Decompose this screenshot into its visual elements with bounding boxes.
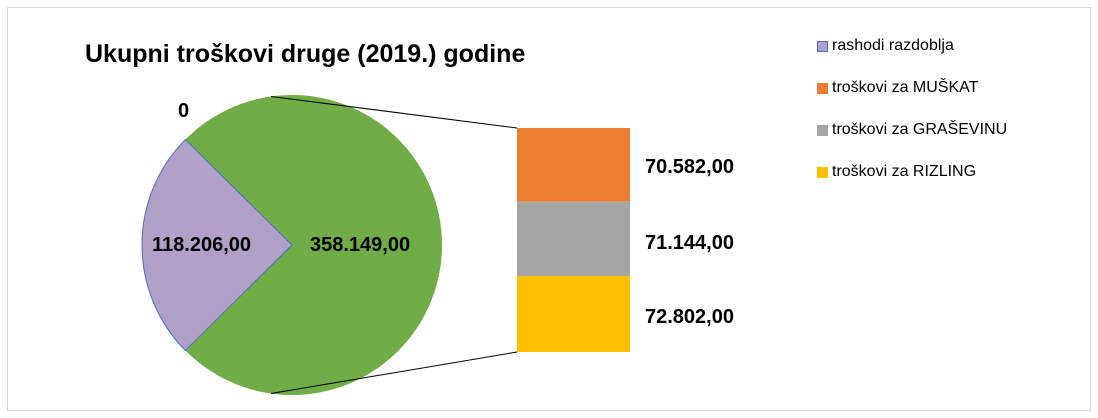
legend-item: troškovi za RIZLING <box>817 162 1007 182</box>
zero-label: 0 <box>178 100 190 122</box>
legend-item: troškovi za GRAŠEVINU <box>817 120 1007 140</box>
legend-swatch <box>817 82 828 94</box>
breakdown-segment-1 <box>517 201 630 276</box>
pie-slice-label-0: 118.206,00 <box>152 234 251 256</box>
connector-line-bottom <box>270 351 518 395</box>
legend-swatch <box>817 124 828 136</box>
legend-label: troškovi za RIZLING <box>832 163 977 180</box>
breakdown-segment-2 <box>517 275 630 352</box>
legend-swatch <box>817 166 828 178</box>
breakdown-segment-0 <box>517 128 630 202</box>
connector-line-top <box>271 95 518 129</box>
legend-item: troškovi za MUŠKAT <box>817 78 1007 98</box>
pie-slice-label-1: 358.149,00 <box>310 234 411 256</box>
legend-label: rashodi razdoblja <box>832 37 954 54</box>
legend-swatch <box>817 40 828 52</box>
chart-title: Ukupni troškovi druge (2019.) godine <box>85 40 526 68</box>
pie-slice-rashodi <box>141 138 293 352</box>
breakdown-label-2: 72.802,00 <box>645 306 734 328</box>
legend: rashodi razdoblja troškovi za MUŠKAT tro… <box>817 36 1007 204</box>
breakdown-label-0: 70.582,00 <box>645 156 734 178</box>
breakdown-label-1: 71.144,00 <box>645 232 734 254</box>
legend-label: troškovi za GRAŠEVINU <box>832 121 1008 138</box>
legend-label: troškovi za MUŠKAT <box>832 79 979 96</box>
pie-slice-troskovi <box>185 95 442 395</box>
legend-item: rashodi razdoblja <box>817 36 1007 56</box>
